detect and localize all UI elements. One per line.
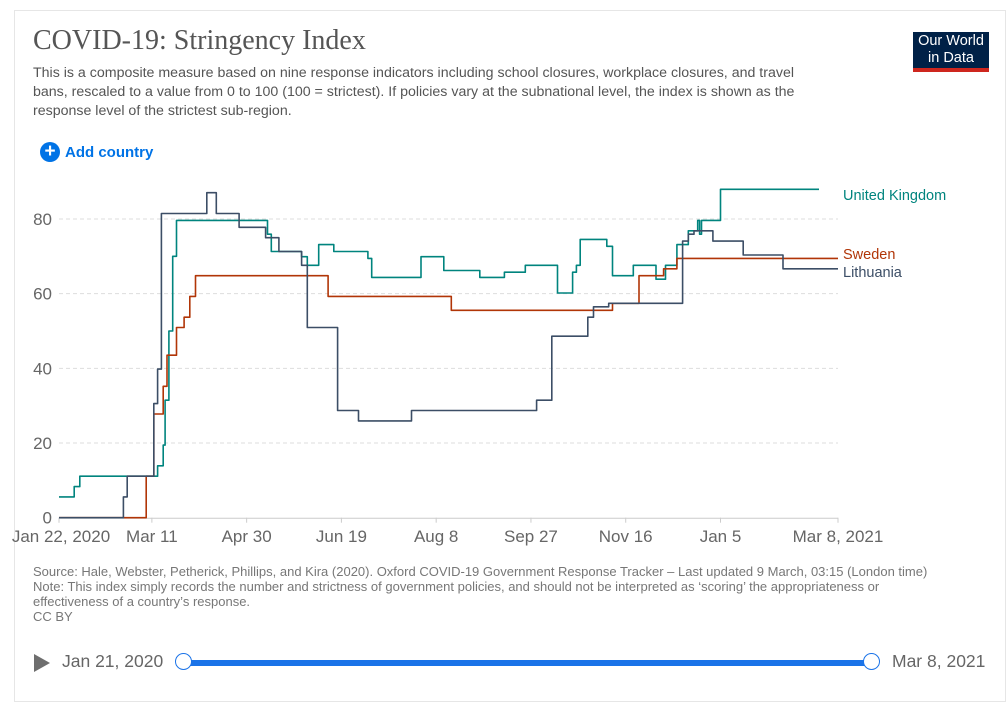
y-tick-label: 60 (33, 285, 52, 304)
timeline-end-handle[interactable] (863, 653, 880, 670)
series-line-lithuania (59, 191, 838, 519)
x-tick-label: Sep 27 (504, 527, 558, 546)
series-label-lithuania[interactable]: Lithuania (843, 265, 903, 281)
y-tick-label: 80 (33, 210, 52, 229)
series-label-sweden[interactable]: Sweden (843, 247, 895, 263)
license-link[interactable]: CC BY (33, 609, 73, 624)
y-tick-label: 0 (43, 509, 52, 528)
logo-text: Our World in Data (918, 33, 984, 66)
series-line-united-kingdom (59, 188, 819, 498)
chart-title: COVID-19: Stringency Index (33, 25, 366, 56)
timeline-start-handle[interactable] (175, 653, 192, 670)
x-tick-label: Nov 16 (599, 527, 653, 546)
source-note: Source: Hale, Webster, Petherick, Philli… (33, 564, 928, 579)
series-label-united-kingdom[interactable]: United Kingdom (843, 188, 946, 204)
chart-footer: Source: Hale, Webster, Petherick, Philli… (33, 564, 943, 624)
y-tick-label: 20 (33, 434, 52, 453)
x-tick-label: Jan 5 (700, 527, 742, 546)
x-tick-label: Apr 30 (222, 527, 272, 546)
plus-circle-icon: + (40, 142, 60, 162)
owid-logo[interactable]: Our World in Data (913, 32, 989, 72)
timeline-start-date: Jan 21, 2020 (62, 651, 164, 671)
add-country-label: Add country (65, 143, 154, 161)
disclaimer-note: Note: This index simply records the numb… (33, 579, 880, 609)
add-country-button[interactable]: + Add country (40, 142, 153, 162)
chart-subtitle: This is a composite measure based on nin… (33, 65, 795, 119)
play-icon[interactable] (34, 654, 50, 672)
timeline-slider-track[interactable] (183, 660, 872, 666)
series-line-sweden (59, 257, 838, 519)
timeline-end-date: Mar 8, 2021 (892, 651, 986, 671)
y-tick-label: 40 (33, 359, 52, 378)
line-chart: 0 20 40 60 80 Jan 22, 2020 Mar 11 Apr 30 Jun 19 A… (12, 188, 946, 546)
x-tick-label: Aug 8 (414, 527, 458, 546)
x-tick-label: Jun 19 (316, 527, 367, 546)
x-tick-label: Mar 8, 2021 (793, 527, 884, 546)
x-tick-label: Jan 22, 2020 (12, 527, 110, 546)
x-tick-label: Mar 11 (126, 527, 178, 546)
chart-card (14, 10, 1006, 702)
